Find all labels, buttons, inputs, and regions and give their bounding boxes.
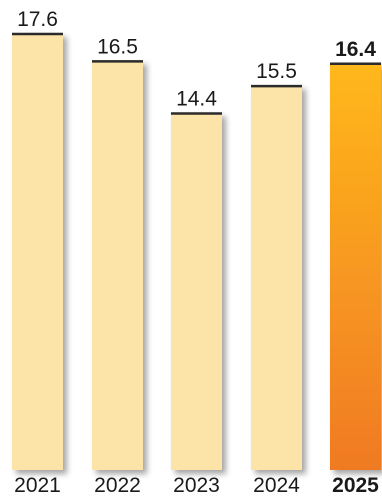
bar-2023 bbox=[171, 112, 222, 471]
bar-2025 bbox=[330, 62, 381, 470]
x-tick-label-2025: 2025 bbox=[332, 474, 379, 497]
data-label-2025: 16.4 bbox=[335, 38, 376, 61]
bar-2022 bbox=[92, 60, 143, 470]
bars-group: 17.6 2021 16.5 2022 14.4 2023 15.5 2024 16.4 2025 bbox=[12, 8, 381, 497]
x-tick-label-2021: 2021 bbox=[14, 474, 61, 497]
data-label-2022: 16.5 bbox=[97, 35, 138, 58]
x-tick-label-2024: 2024 bbox=[253, 474, 300, 497]
data-label-2023: 14.4 bbox=[176, 87, 217, 110]
data-label-2021: 17.6 bbox=[17, 8, 58, 31]
x-tick-label-2023: 2023 bbox=[173, 474, 220, 497]
bar-2024 bbox=[251, 85, 302, 471]
bar-2021 bbox=[12, 33, 63, 470]
x-tick-label-2022: 2022 bbox=[94, 474, 141, 497]
data-label-2024: 15.5 bbox=[256, 60, 297, 83]
